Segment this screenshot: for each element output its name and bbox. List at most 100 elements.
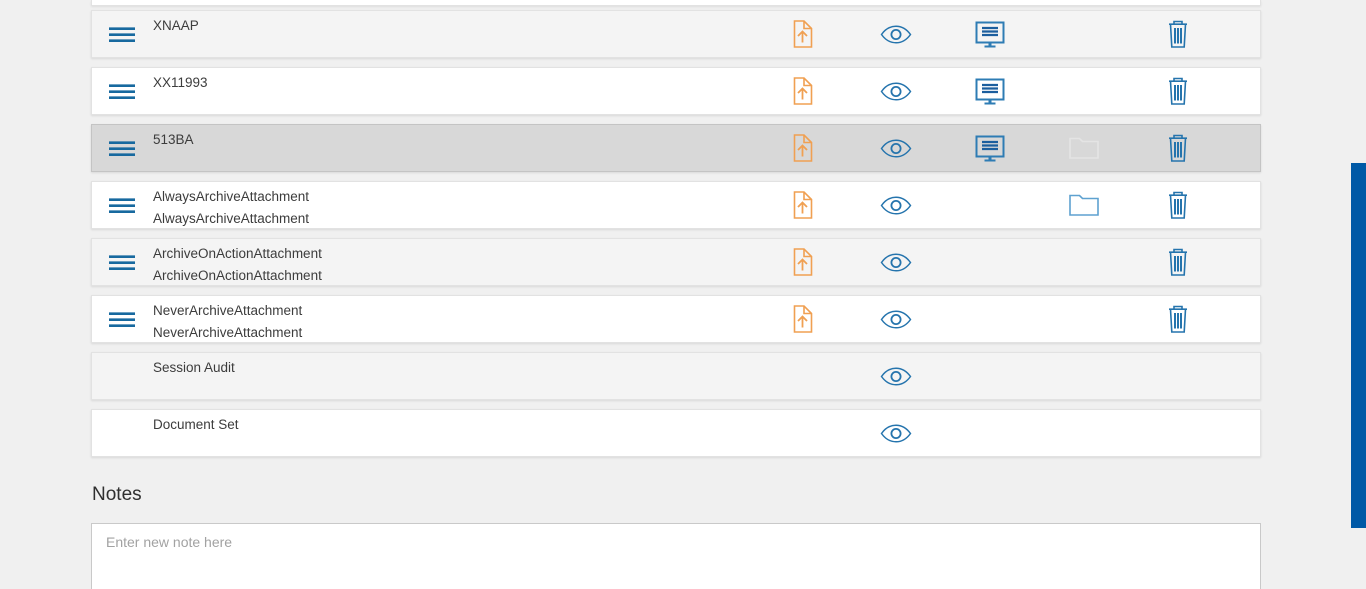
eye-icon [880, 309, 912, 329]
trash-icon [1166, 77, 1190, 105]
archive-folder-button [1037, 125, 1131, 171]
trash-icon [1166, 134, 1190, 162]
eye-icon [880, 24, 912, 44]
empty-slot [755, 353, 849, 399]
upload-document-button[interactable] [755, 68, 849, 114]
drag-handle[interactable] [108, 140, 136, 158]
attachment-row[interactable]: 513BA [91, 124, 1261, 172]
attachment-row[interactable]: XNAAP [91, 10, 1261, 58]
archive-folder-button[interactable] [1037, 182, 1131, 228]
upload-document-button[interactable] [755, 182, 849, 228]
eye-icon [880, 81, 912, 101]
trash-icon [1166, 305, 1190, 333]
view-button[interactable] [849, 182, 943, 228]
view-button[interactable] [849, 125, 943, 171]
empty-slot [943, 182, 1037, 228]
drag-handle[interactable] [108, 254, 136, 272]
empty-slot [1131, 353, 1225, 399]
row-actions [755, 11, 1225, 57]
upload-document-icon [791, 134, 813, 162]
row-title: XX11993 [153, 75, 208, 90]
row-actions [755, 125, 1225, 171]
delete-button[interactable] [1131, 125, 1225, 171]
delete-button[interactable] [1131, 11, 1225, 57]
drag-handle[interactable] [108, 26, 136, 44]
display-monitor-icon [975, 78, 1005, 105]
row-text: XNAAP [153, 15, 199, 37]
empty-slot [1037, 11, 1131, 57]
row-title: Document Set [153, 417, 239, 432]
upload-document-button[interactable] [755, 11, 849, 57]
eye-icon [880, 195, 912, 215]
view-button[interactable] [849, 410, 943, 456]
upload-document-button[interactable] [755, 125, 849, 171]
row-subtitle: NeverArchiveAttachment [153, 325, 303, 340]
delete-button[interactable] [1131, 296, 1225, 342]
upload-document-icon [791, 305, 813, 333]
row-title: ArchiveOnActionAttachment [153, 246, 322, 261]
eye-icon [880, 366, 912, 386]
row-title: 513BA [153, 132, 194, 147]
partial-row-top [91, 0, 1261, 6]
scrollbar-thumb[interactable] [1351, 163, 1366, 528]
display-on-screen-button[interactable] [943, 125, 1037, 171]
row-title: AlwaysArchiveAttachment [153, 189, 310, 204]
new-note-input[interactable] [91, 523, 1261, 589]
empty-slot [1037, 239, 1131, 285]
empty-slot [1037, 68, 1131, 114]
delete-button[interactable] [1131, 239, 1225, 285]
row-actions [755, 353, 1225, 399]
attachment-row[interactable]: AlwaysArchiveAttachment AlwaysArchiveAtt… [91, 181, 1261, 229]
row-text: 513BA [153, 129, 194, 151]
attachment-row[interactable]: Session Audit [91, 352, 1261, 400]
drag-handle[interactable] [108, 197, 136, 215]
row-text: Document Set [153, 414, 239, 436]
row-text: XX11993 [153, 72, 208, 94]
view-button[interactable] [849, 68, 943, 114]
upload-document-button[interactable] [755, 296, 849, 342]
row-actions [755, 410, 1225, 456]
empty-slot [1037, 296, 1131, 342]
row-subtitle: ArchiveOnActionAttachment [153, 268, 322, 283]
main-panel: XNAAP [91, 0, 1261, 589]
delete-button[interactable] [1131, 182, 1225, 228]
upload-document-button[interactable] [755, 239, 849, 285]
view-button[interactable] [849, 11, 943, 57]
upload-document-icon [791, 77, 813, 105]
view-button[interactable] [849, 239, 943, 285]
notes-heading: Notes [92, 484, 142, 505]
empty-slot [943, 353, 1037, 399]
upload-document-icon [791, 191, 813, 219]
row-text: AlwaysArchiveAttachment AlwaysArchiveAtt… [153, 186, 309, 230]
drag-handle[interactable] [108, 311, 136, 329]
empty-slot [943, 296, 1037, 342]
attachment-row[interactable]: Document Set [91, 409, 1261, 457]
empty-slot [943, 410, 1037, 456]
row-text: ArchiveOnActionAttachment ArchiveOnActio… [153, 243, 322, 287]
view-button[interactable] [849, 296, 943, 342]
upload-document-icon [791, 20, 813, 48]
display-monitor-icon [975, 135, 1005, 162]
trash-icon [1166, 248, 1190, 276]
row-actions [755, 296, 1225, 342]
delete-button[interactable] [1131, 68, 1225, 114]
empty-slot [943, 239, 1037, 285]
drag-handle[interactable] [108, 83, 136, 101]
attachment-row[interactable]: XX11993 [91, 67, 1261, 115]
row-subtitle: AlwaysArchiveAttachment [153, 211, 310, 226]
trash-icon [1166, 20, 1190, 48]
empty-slot [1037, 410, 1131, 456]
eye-icon [880, 252, 912, 272]
attachment-row[interactable]: ArchiveOnActionAttachment ArchiveOnActio… [91, 238, 1261, 286]
display-monitor-icon [975, 21, 1005, 48]
archive-folder-icon [1069, 137, 1099, 159]
view-button[interactable] [849, 353, 943, 399]
attachment-row[interactable]: NeverArchiveAttachment NeverArchiveAttac… [91, 295, 1261, 343]
display-on-screen-button[interactable] [943, 68, 1037, 114]
display-on-screen-button[interactable] [943, 11, 1037, 57]
empty-slot [1037, 353, 1131, 399]
trash-icon [1166, 191, 1190, 219]
upload-document-icon [791, 248, 813, 276]
row-actions [755, 182, 1225, 228]
row-actions [755, 239, 1225, 285]
